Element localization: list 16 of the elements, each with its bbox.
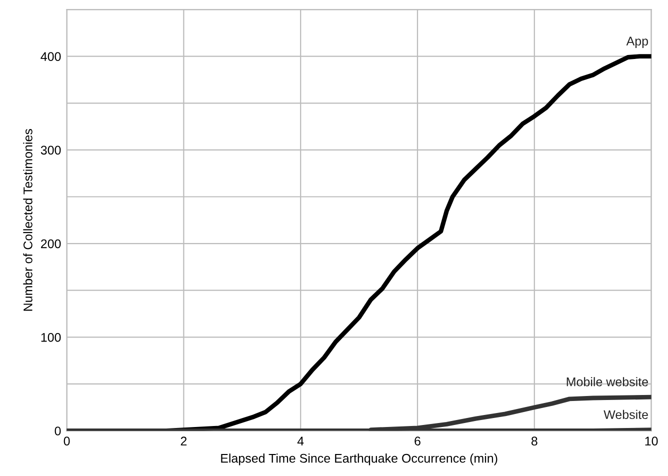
- x-tick-label: 0: [64, 436, 70, 446]
- y-tick-label: 100: [41, 332, 61, 342]
- y-tick-label: 200: [41, 239, 61, 248]
- y-axis-title: Number of Collected Testimonies: [23, 129, 32, 311]
- x-tick-label: 6: [414, 436, 420, 446]
- x-axis-title: Elapsed Time Since Earthquake Occurrence (min): [221, 454, 498, 466]
- y-tick-label: 300: [40, 146, 61, 155]
- y-tick-label: 0: [54, 426, 61, 436]
- x-tick-label: 2: [180, 436, 187, 446]
- series-label: Website: [604, 410, 648, 420]
- y-tick-label: 400: [40, 52, 61, 61]
- series-label: Mobile website: [566, 377, 648, 386]
- x-tick-label: 10: [645, 436, 658, 446]
- x-tick-label: 8: [531, 436, 538, 446]
- series-label: App: [626, 36, 648, 48]
- x-tick-label: 4: [297, 436, 304, 446]
